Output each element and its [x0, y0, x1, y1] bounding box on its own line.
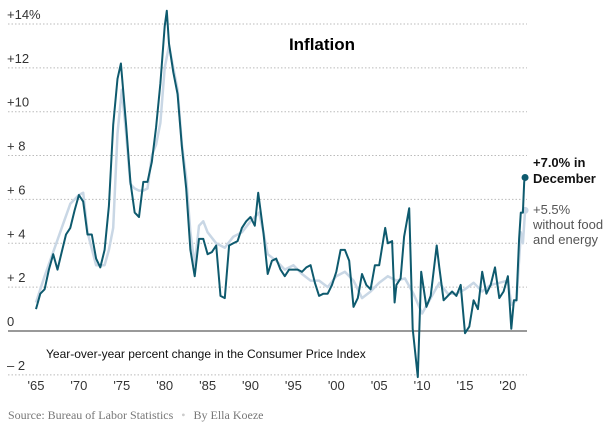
source-text: Source: Bureau of Labor Statistics [8, 408, 174, 422]
core-annotation-line2: without food [532, 217, 603, 232]
x-tick-label: '80 [156, 378, 173, 393]
y-tick-label: +14% [7, 7, 41, 22]
x-tick-label: '85 [199, 378, 216, 393]
y-tick-label: +12 [7, 51, 29, 66]
headline-annotation-line2: December [533, 171, 596, 186]
y-tick-label: – 2 [7, 358, 25, 373]
x-tick-label: '05 [371, 378, 388, 393]
y-tick-label: + 6 [7, 182, 25, 197]
x-tick-label: '15 [457, 378, 474, 393]
x-tick-label: '00 [328, 378, 345, 393]
y-tick-label: + 8 [7, 139, 25, 154]
headline-cpi-line [35, 9, 527, 379]
x-tick-label: '90 [242, 378, 259, 393]
x-axis-labels: '65 '70 '75 '80 '85 '90 '95 '00 '05 '10 '15 '20 [28, 378, 517, 393]
core-annotation-line3: and energy [533, 232, 599, 247]
core-cpi-line [34, 44, 527, 315]
y-tick-label: + 4 [7, 226, 25, 241]
x-tick-label: '95 [285, 378, 302, 393]
x-tick-label: '10 [414, 378, 431, 393]
separator-dot: • [181, 408, 185, 422]
source-credit: Source: Bureau of Labor Statistics • By El… [8, 408, 263, 422]
y-tick-label: + 2 [7, 270, 25, 285]
x-tick-label: '65 [28, 378, 45, 393]
gridlines [8, 23, 527, 376]
chart-title: Inflation [289, 35, 355, 54]
x-tick-label: '20 [499, 378, 516, 393]
chart-note: Year-over-year percent change in the Con… [46, 347, 366, 361]
y-axis-labels: +14% +12 +10 + 8 + 6 + 4 + 2 0 – 2 [7, 7, 41, 373]
series-lines [34, 9, 529, 379]
byline: By Ella Koeze [194, 408, 264, 422]
y-tick-label: +10 [7, 95, 29, 110]
headline-annotation-line1: +7.0% in [533, 155, 585, 170]
core-annotation-line1: +5.5% [533, 202, 571, 217]
headline-endpoint-marker [521, 173, 529, 181]
y-tick-label: 0 [7, 314, 14, 329]
x-tick-label: '75 [113, 378, 130, 393]
x-tick-label: '70 [70, 378, 87, 393]
